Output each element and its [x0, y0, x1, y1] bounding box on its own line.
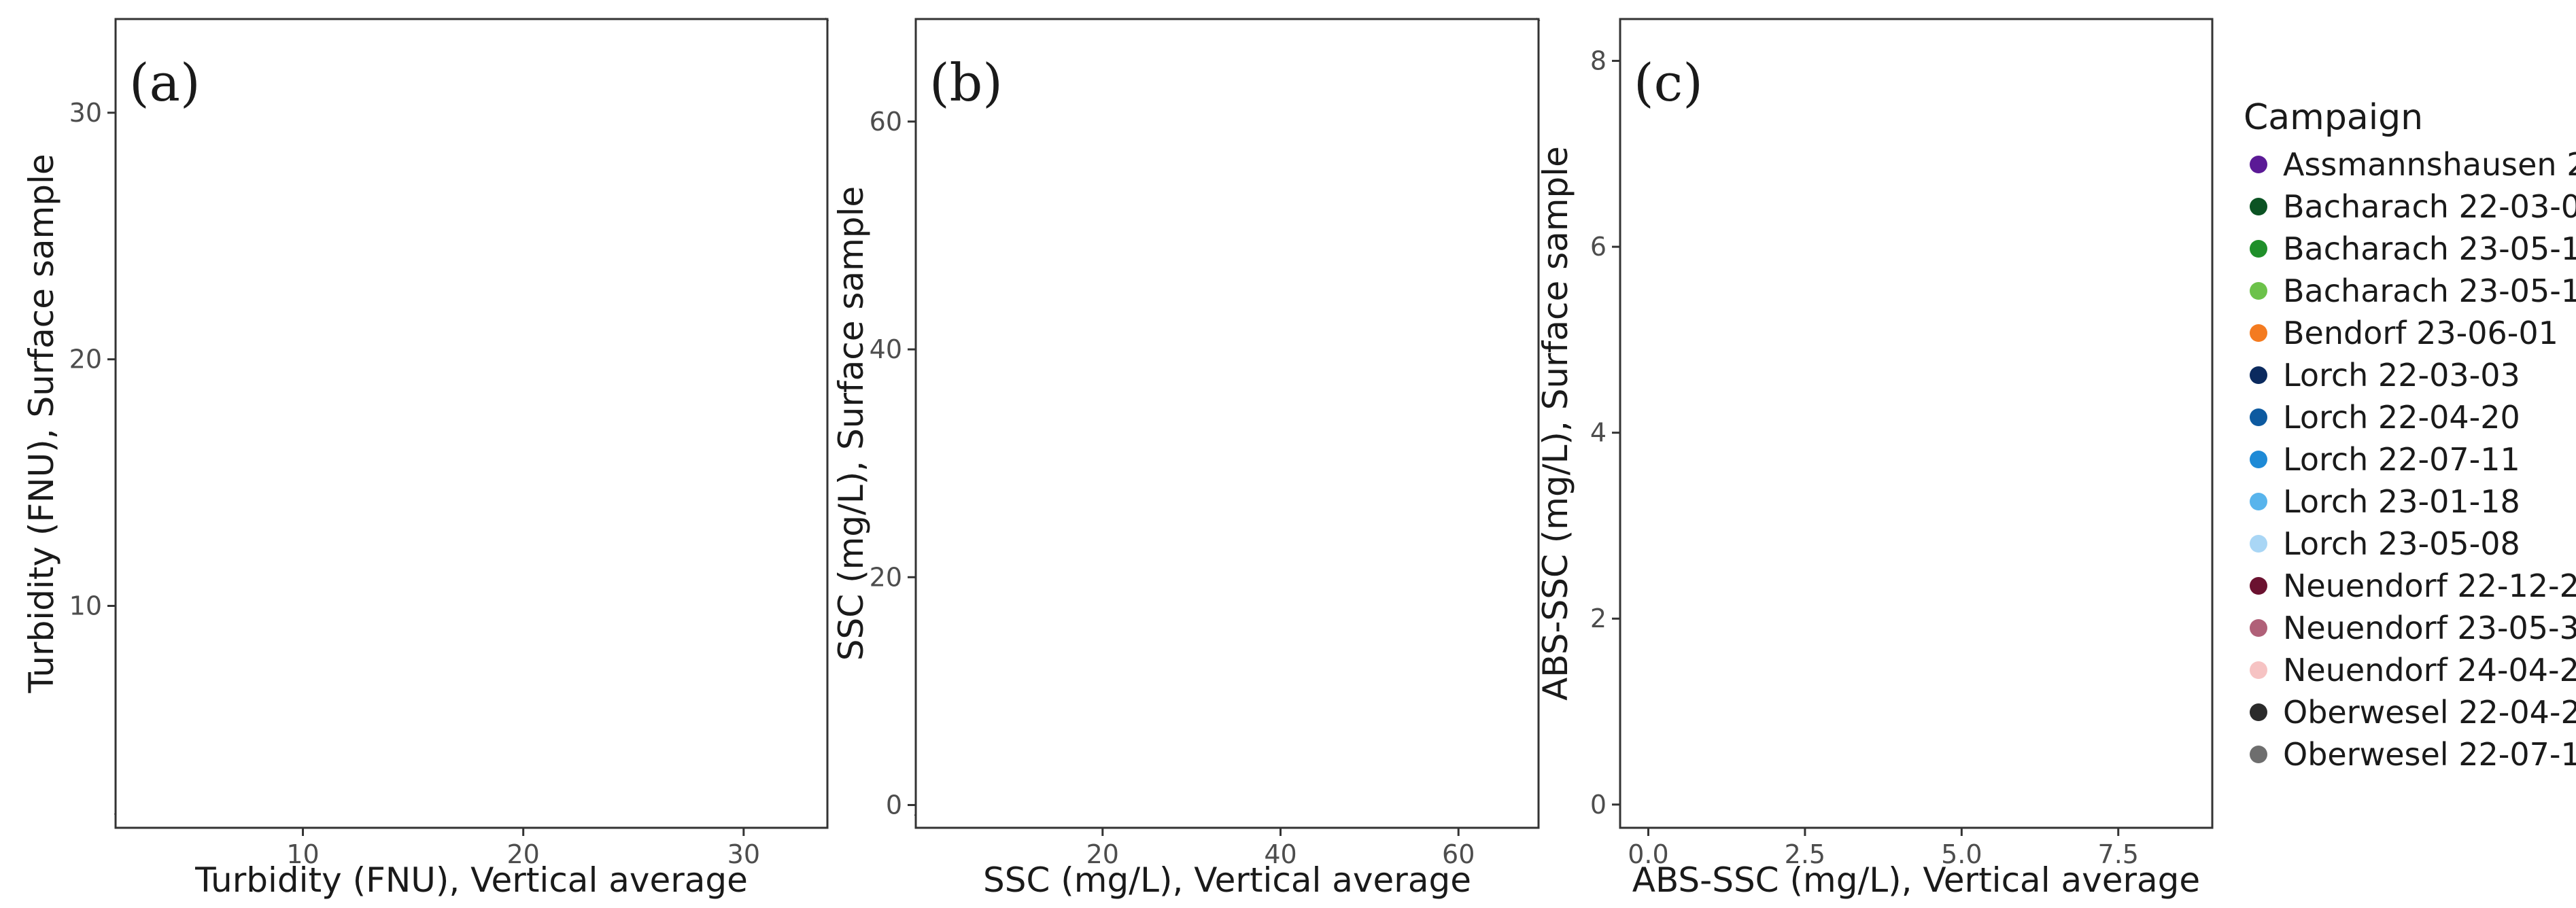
panel-a: 10 20 30 10 20 30 (a) Turbidity (FNU), Vertical…	[22, 18, 829, 900]
x-axis-title: SSC (mg/L), Vertical average	[983, 860, 1471, 900]
legend-label: Neuendorf 22-12-21	[2283, 568, 2576, 604]
legend-swatch	[2250, 282, 2267, 300]
x-tick-label: 40	[1264, 839, 1296, 869]
legend-label: Assmannshausen 23-04-18	[2283, 146, 2576, 183]
legend-swatch	[2250, 535, 2267, 553]
y-axis-title: SSC (mg/L), Surface sample	[831, 186, 871, 661]
y-tick-label: 40	[870, 334, 902, 364]
legend-label: Neuendorf 24-04-25	[2283, 652, 2576, 688]
panel-label: (b)	[929, 52, 1003, 113]
legend-label: Oberwesel 22-07-13	[2283, 736, 2576, 773]
legend-swatch	[2250, 746, 2267, 763]
legend-swatch	[2250, 408, 2267, 426]
legend-label: Bacharach 22-03-02	[2283, 188, 2576, 225]
x-tick-label: 20	[506, 839, 539, 869]
y-tick-label: 6	[1590, 232, 1607, 262]
panel-frame	[114, 18, 829, 829]
y-tick-label: 0	[886, 790, 902, 820]
legend-title: Campaign	[2244, 97, 2423, 138]
y-tick-label: 0	[1590, 790, 1607, 820]
panel-label: (c)	[1634, 52, 1703, 113]
x-tick-label: 2.5	[1785, 839, 1825, 869]
y-tick-label: 20	[870, 562, 902, 592]
legend-swatch	[2250, 156, 2267, 173]
legend-label: Bacharach 23-05-10	[2283, 230, 2576, 267]
legend-swatch	[2250, 451, 2267, 468]
legend-swatch	[2250, 324, 2267, 342]
x-axis-title: ABS-SSC (mg/L), Vertical average	[1632, 860, 2200, 900]
panel-b: 20 40 60 0 20 40 60 (b) SSC (mg/L), Vertical ave…	[831, 18, 1541, 900]
legend-label: Lorch 23-01-18	[2283, 483, 2520, 520]
legend-swatch	[2250, 366, 2267, 384]
panel-c: 0.0 2.5 5.0 7.5 0 2 4 6 8 (c) ABS-SSC (mg/L), Vert…	[1536, 18, 2214, 900]
legend-swatch	[2250, 493, 2267, 510]
y-axis-title: ABS-SSC (mg/L), Surface sample	[1536, 146, 1575, 701]
legend-swatch	[2250, 661, 2267, 679]
legend-swatch	[2250, 619, 2267, 637]
x-tick-label: 30	[727, 839, 760, 869]
y-tick-label: 2	[1590, 604, 1607, 633]
legend-label: Lorch 23-05-08	[2283, 525, 2520, 562]
x-tick-label: 5.0	[1941, 839, 1982, 869]
x-tick-label: 0.0	[1628, 839, 1668, 869]
legend-swatch	[2250, 577, 2267, 595]
panel-frame	[1619, 18, 2214, 829]
legend-label: Oberwesel 22-04-25	[2283, 694, 2576, 731]
x-axis-title: Turbidity (FNU), Vertical average	[194, 860, 748, 900]
legend-label: Neuendorf 23-05-31	[2283, 610, 2576, 646]
y-tick-label: 4	[1590, 418, 1607, 448]
x-tick-label: 7.5	[2098, 839, 2139, 869]
x-tick-label: 60	[1442, 839, 1475, 869]
panel-frame	[914, 18, 1540, 829]
y-tick-label: 20	[69, 345, 102, 374]
y-tick-label: 8	[1590, 46, 1607, 76]
y-tick-label: 60	[870, 107, 902, 137]
x-tick-label: 10	[286, 839, 319, 869]
y-axis-title: Turbidity (FNU), Surface sample	[22, 154, 61, 693]
y-tick-label: 10	[69, 591, 102, 621]
legend: Campaign Assmannshausen 23-04-18 Bacharach…	[2244, 97, 2576, 773]
legend-label: Lorch 22-04-20	[2283, 399, 2520, 436]
x-tick-label: 20	[1086, 839, 1119, 869]
legend-label: Bacharach 23-05-11	[2283, 273, 2576, 309]
legend-swatch	[2250, 198, 2267, 215]
legend-label: Lorch 22-03-03	[2283, 357, 2520, 394]
legend-label: Lorch 22-07-11	[2283, 441, 2520, 478]
legend-swatch	[2250, 240, 2267, 258]
legend-swatch	[2250, 703, 2267, 721]
legend-label: Bendorf 23-06-01	[2283, 315, 2558, 351]
panel-label: (a)	[129, 52, 201, 113]
y-tick-label: 30	[69, 98, 102, 128]
